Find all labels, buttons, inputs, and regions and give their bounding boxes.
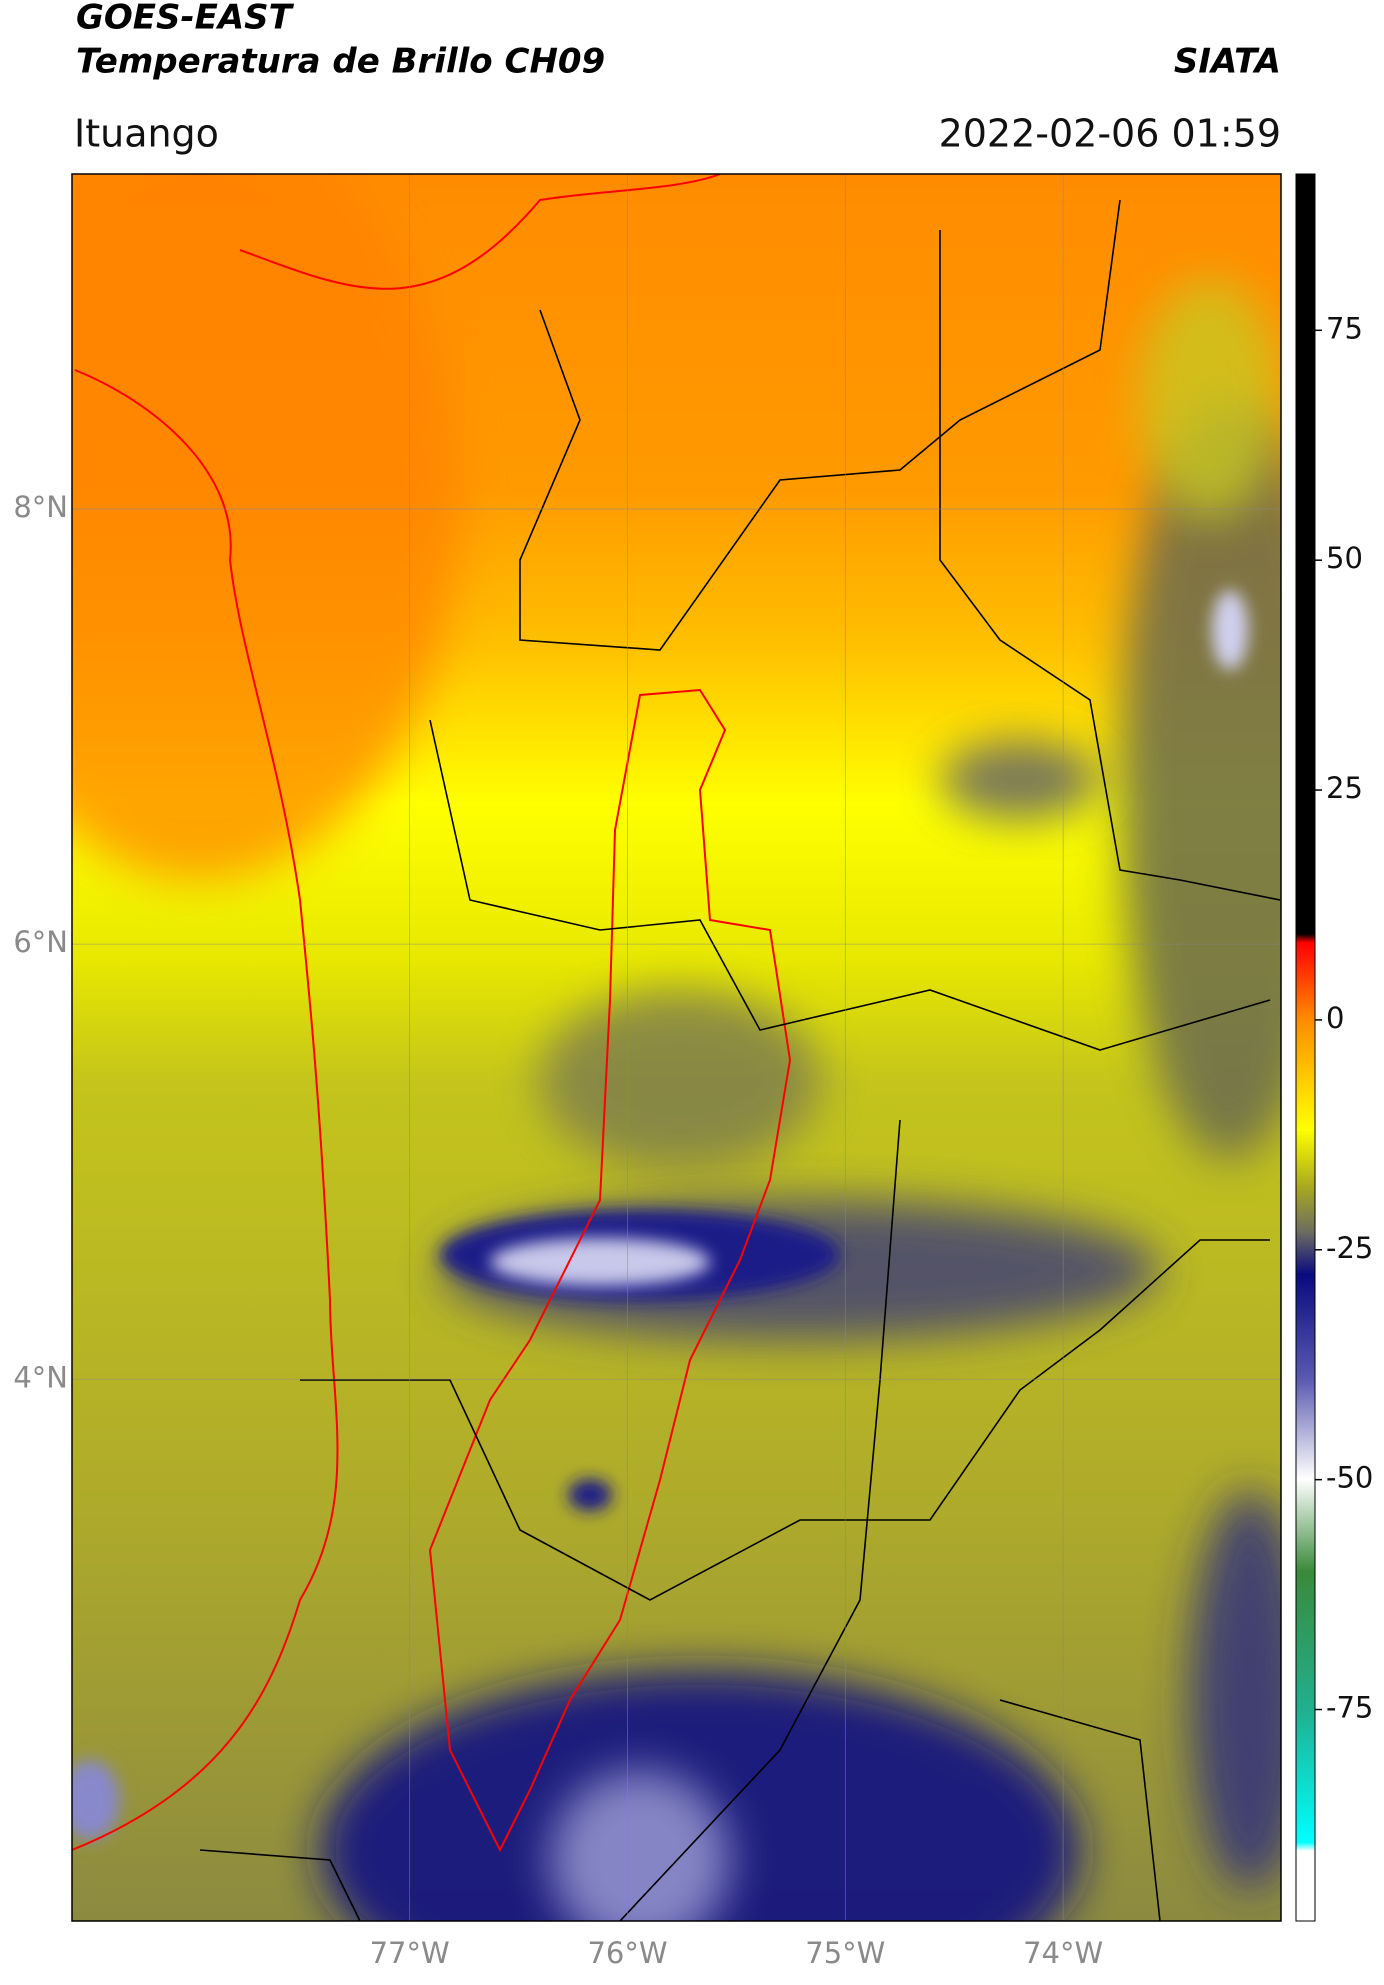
colorbar-tick-label: 50 <box>1326 541 1363 575</box>
location: Ituango <box>74 112 219 156</box>
colorbar-tick-label: -75 <box>1326 1691 1373 1725</box>
colorbar <box>1295 173 1316 1922</box>
colorbar-tick-label: 25 <box>1326 771 1363 805</box>
colorbar-tick-label: 75 <box>1326 311 1363 345</box>
source: SIATA <box>1174 42 1281 82</box>
map-frame <box>71 173 1282 1922</box>
x-tick-label: 74°W <box>1023 1936 1103 1970</box>
y-tick-label: 4°N <box>13 1360 68 1394</box>
x-tick-label: 77°W <box>370 1936 450 1970</box>
datetime: 2022-02-06 01:59 <box>939 112 1281 156</box>
y-tick-label: 8°N <box>13 490 68 524</box>
colorbar-tick-label: -50 <box>1326 1461 1373 1495</box>
title: GOES-EAST <box>76 0 295 38</box>
colorbar-tick-label: -25 <box>1326 1231 1373 1265</box>
subtitle: Temperatura de Brillo CH09 <box>76 42 605 82</box>
grid <box>72 174 1281 1921</box>
x-tick-label: 76°W <box>587 1936 667 1970</box>
y-tick-label: 6°N <box>13 925 68 959</box>
x-tick-label: 75°W <box>805 1936 885 1970</box>
colorbar-tick-label: 0 <box>1326 1001 1344 1035</box>
map-image <box>72 174 1281 1921</box>
